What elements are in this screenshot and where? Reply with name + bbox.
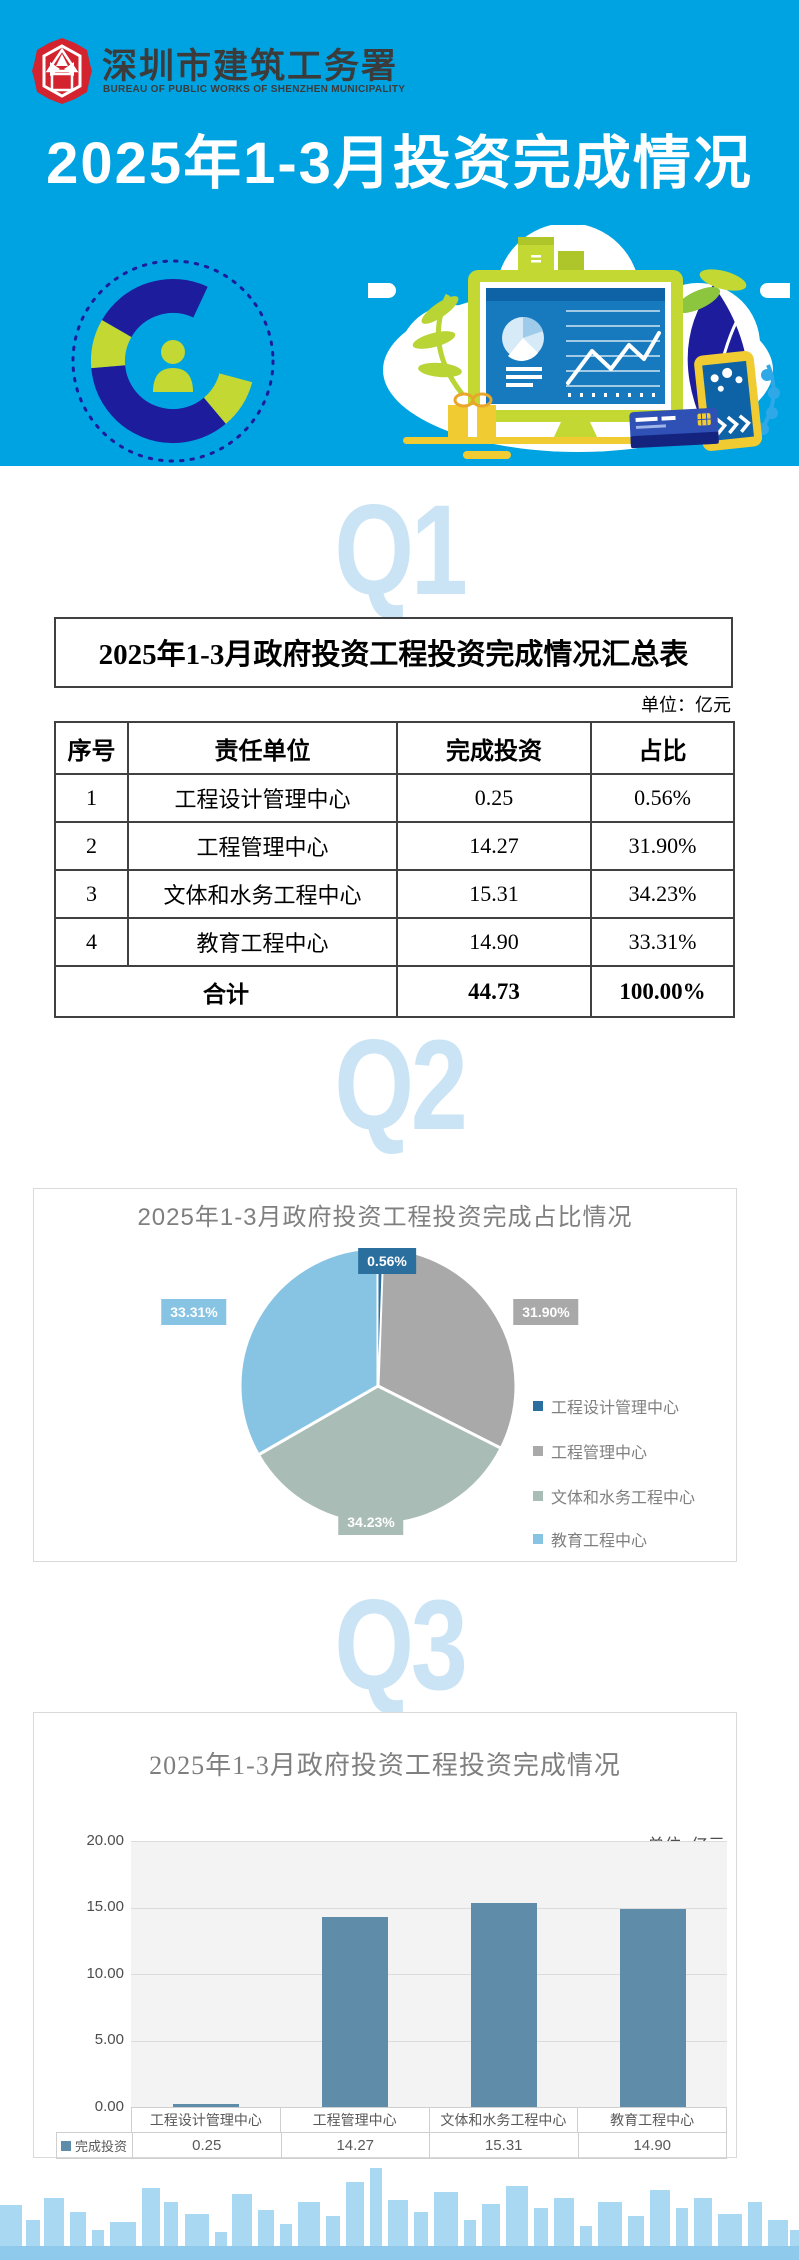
- computer-illustration: [368, 225, 790, 459]
- bar-category-row: 工程设计管理中心 工程管理中心 文体和水务工程中心 教育工程中心: [131, 2107, 727, 2132]
- value-cell: 14.90: [577, 2133, 727, 2158]
- cell-unit: 工程管理中心: [127, 821, 398, 871]
- y-tick: 5.00: [94, 2031, 124, 2048]
- org-name-cn: 深圳市建筑工务署: [102, 47, 399, 86]
- pie-chart-title: 2025年1-3月政府投资工程投资完成占比情况: [137, 1204, 633, 1231]
- bar-chart-panel: 2025年1-3月政府投资工程投资完成情况 单位: 亿元 20.00 15.00…: [33, 1712, 737, 2159]
- total-share: 100.00%: [590, 965, 735, 1018]
- pie-chart-panel: 2025年1-3月政府投资工程投资完成占比情况 0.56% 31.90% 34.…: [33, 1188, 737, 1562]
- pie-label-34.23: 34.23%: [338, 1509, 404, 1535]
- cell-investment: 14.27: [396, 821, 592, 871]
- bar-plot-area: [131, 1841, 727, 2108]
- legend-item: 工程管理中心: [533, 1439, 647, 1463]
- col-header-share: 占比: [590, 721, 735, 775]
- cell-index: 2: [54, 821, 129, 871]
- y-tick: 0.00: [94, 2098, 124, 2115]
- category-label: 教育工程中心: [577, 2108, 726, 2132]
- cell-investment: 14.90: [396, 917, 592, 967]
- org-name-en: BUREAU OF PUBLIC WORKS OF SHENZHEN MUNIC…: [103, 84, 406, 95]
- page-title: 2025年1-3月投资完成情况: [46, 131, 753, 196]
- category-label: 文体和水务工程中心: [428, 2108, 578, 2132]
- series-legend: 完成投资: [57, 2133, 132, 2158]
- legend-label: 文体和水务工程中心: [551, 1490, 696, 1507]
- bar-management-center: [321, 1917, 388, 2107]
- pie-label-31.90: 31.90%: [513, 1299, 579, 1325]
- table-row: 2 工程管理中心 14.27 31.90%: [54, 821, 735, 871]
- value-cell: 14.27: [280, 2133, 430, 2158]
- bar-education-center: [619, 1908, 686, 2107]
- summary-table-title: 2025年1-3月政府投资工程投资完成情况汇总表: [54, 617, 733, 688]
- summary-table-unit-note: 单位：亿元: [641, 695, 731, 715]
- cell-investment: 0.25: [396, 773, 592, 823]
- cell-index: 1: [54, 773, 129, 823]
- cell-share: 33.31%: [590, 917, 735, 967]
- legend-swatch-icon: [533, 1534, 543, 1544]
- pie-chart: [238, 1246, 518, 1526]
- legend-label: 工程设计管理中心: [551, 1400, 680, 1417]
- section-label-q1: Q1: [334, 479, 467, 622]
- legend-swatch-icon: [533, 1401, 543, 1411]
- cell-share: 34.23%: [590, 869, 735, 919]
- legend-label: 教育工程中心: [551, 1533, 648, 1550]
- summary-table: 序号 责任单位 完成投资 占比 1 工程设计管理中心 0.25 0.56% 2 …: [54, 721, 735, 1018]
- series-name: 完成投资: [75, 2139, 128, 2154]
- bar-culture-water-center: [470, 1903, 537, 2107]
- table-row: 3 文体和水务工程中心 15.31 34.23%: [54, 869, 735, 919]
- cell-index: 3: [54, 869, 129, 919]
- table-total-row: 合计 44.73 100.00%: [54, 965, 735, 1018]
- table-row: 4 教育工程中心 14.90 33.31%: [54, 917, 735, 967]
- bar-design-center: [172, 2103, 239, 2107]
- pie-slice-3: [238, 1246, 380, 1457]
- section-label-q3: Q3: [334, 1574, 467, 1717]
- legend-item: 文体和水务工程中心: [533, 1484, 695, 1508]
- y-tick: 10.00: [86, 1965, 124, 1982]
- col-header-unit: 责任单位: [127, 721, 398, 775]
- value-cell: 15.31: [429, 2133, 578, 2158]
- pie-label-33.31: 33.31%: [161, 1299, 227, 1325]
- total-label: 合计: [54, 965, 398, 1018]
- legend-swatch-icon: [533, 1446, 543, 1456]
- bar-value-row: 完成投资 0.25 14.27 15.31 14.90: [56, 2132, 727, 2159]
- cell-share: 31.90%: [590, 821, 735, 871]
- section-label-q2: Q2: [334, 1014, 467, 1157]
- cell-share: 0.56%: [590, 773, 735, 823]
- bureau-logo-icon: [32, 38, 92, 104]
- table-row: 1 工程设计管理中心 0.25 0.56%: [54, 773, 735, 823]
- y-tick: 15.00: [86, 1898, 124, 1915]
- legend-item: 工程设计管理中心: [533, 1394, 679, 1418]
- legend-swatch-icon: [533, 1491, 543, 1501]
- category-label: 工程设计管理中心: [149, 2112, 262, 2128]
- hero-header: 深圳市建筑工务署 BUREAU OF PUBLIC WORKS OF SHENZ…: [0, 0, 799, 466]
- cell-unit: 工程设计管理中心: [127, 773, 398, 823]
- city-skyline-illustration: [0, 2168, 799, 2260]
- series-swatch-icon: [61, 2140, 71, 2151]
- col-header-index: 序号: [54, 721, 129, 775]
- legend-item: 教育工程中心: [533, 1527, 647, 1551]
- donut-person-illustration: [71, 259, 275, 463]
- cell-index: 4: [54, 917, 129, 967]
- legend-label: 工程管理中心: [551, 1445, 648, 1462]
- pie-label-0.56: 0.56%: [358, 1248, 416, 1274]
- col-header-investment: 完成投资: [396, 721, 592, 775]
- table-header-row: 序号 责任单位 完成投资 占比: [54, 721, 735, 775]
- cell-unit: 文体和水务工程中心: [127, 869, 398, 919]
- category-label: 工程管理中心: [279, 2108, 429, 2132]
- bar-chart-title: 2025年1-3月政府投资工程投资完成情况: [149, 1751, 621, 1780]
- cell-investment: 15.31: [396, 869, 592, 919]
- summary-table-block: 2025年1-3月政府投资工程投资完成情况汇总表 单位：亿元 序号 责任单位 完…: [54, 617, 735, 1018]
- value-cell: 0.25: [132, 2133, 281, 2158]
- cell-unit: 教育工程中心: [127, 917, 398, 967]
- total-investment: 44.73: [396, 965, 592, 1018]
- y-tick: 20.00: [86, 1832, 124, 1849]
